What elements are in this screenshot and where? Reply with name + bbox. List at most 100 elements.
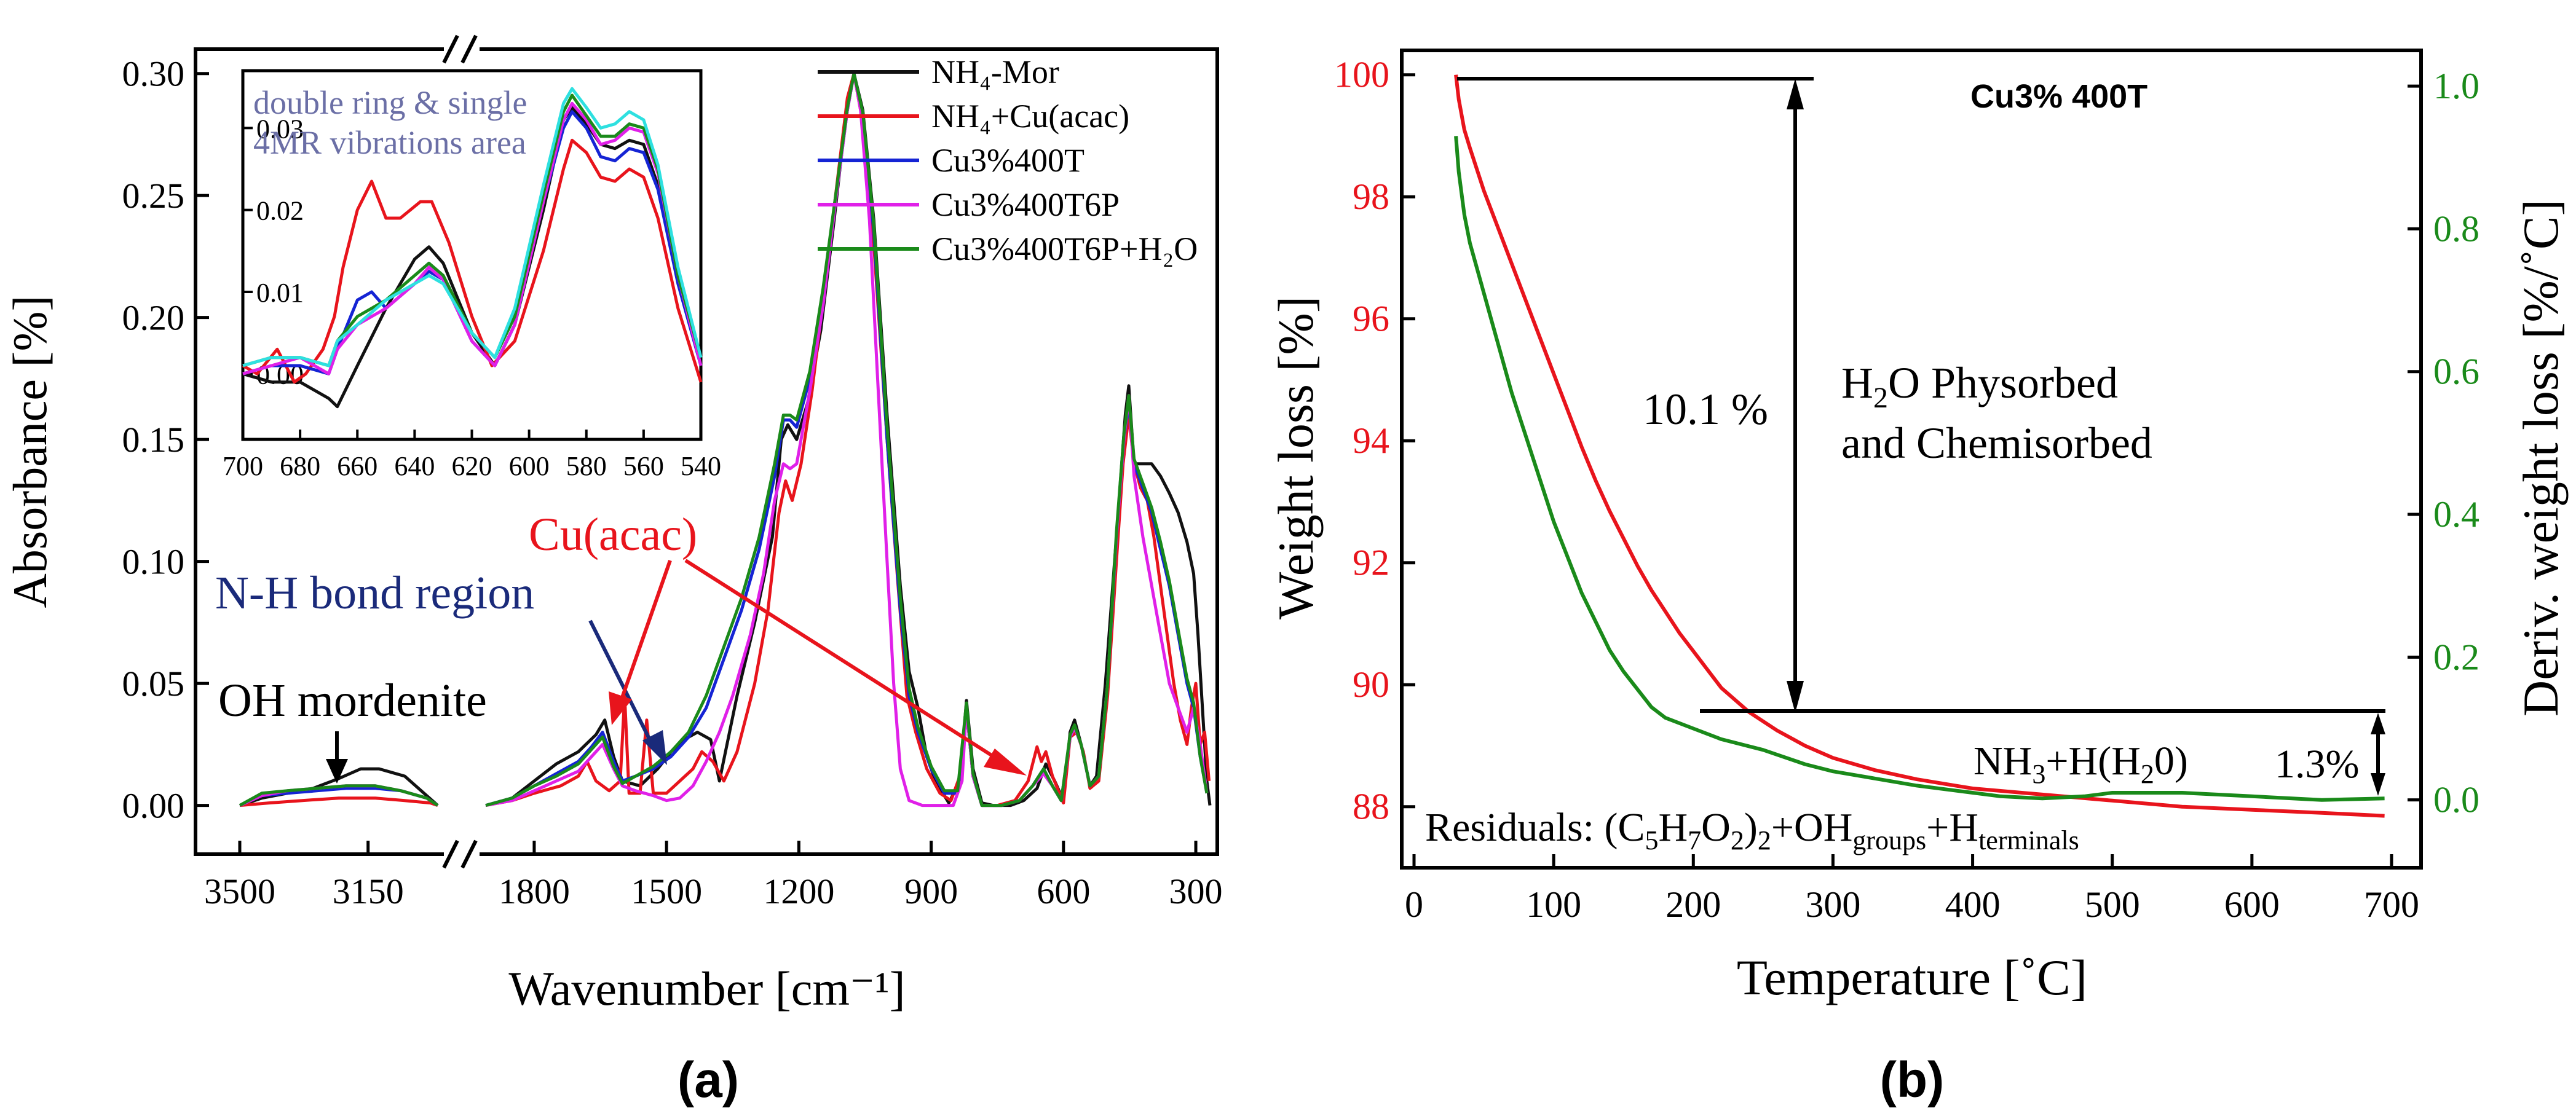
x-tick-label: 1200 bbox=[763, 871, 834, 911]
panel-b-frame bbox=[1400, 49, 2423, 870]
panel-a-legend: NH₄-Mor NH₄+Cu(acac) Cu3%400T Cu3%400T6P Cu3… bbox=[818, 53, 1198, 267]
arrow-head-small-top bbox=[2371, 713, 2385, 734]
h2o-chemisorbed-label: and Chemisorbed bbox=[1841, 418, 2152, 468]
panel-b-y-axis-label: Weight loss [%] bbox=[1268, 296, 1324, 619]
x-tick-label: 1500 bbox=[631, 871, 702, 911]
panel-a-annotations: OH mordenite N-H bond region Cu(acac) bbox=[215, 509, 1027, 784]
inset-x-tick-label: 640 bbox=[394, 451, 435, 481]
x-tick-label: 700 bbox=[2364, 884, 2419, 925]
pct-10-1-label: 10.1 % bbox=[1643, 385, 1768, 434]
cu-acac-label: Cu(acac) bbox=[529, 509, 697, 560]
arrow-head-top bbox=[1787, 79, 1804, 109]
panel-a-frame bbox=[194, 47, 1219, 856]
axis-break-mark bbox=[442, 34, 480, 869]
inset-x-tick-label: 600 bbox=[509, 451, 550, 481]
panel-b-axis-ticks: 88 90 92 94 96 98 100 0.0 0.2 0.4 0.6 0.8 1.0 0 100 200… bbox=[1334, 55, 2479, 925]
pct-1-3-label: 1.3% bbox=[2275, 742, 2359, 787]
x-tick-label: 300 bbox=[1169, 871, 1223, 911]
inset-x-tick-label: 660 bbox=[337, 451, 377, 481]
series-nh-cu-acac-left bbox=[239, 796, 438, 807]
panel-b-x-axis-label: Temperature [˚C] bbox=[1737, 949, 2087, 1005]
left-y-tick-label: 96 bbox=[1353, 299, 1389, 339]
panel-a-x-axis-label: Wavenumber [cm⁻¹] bbox=[508, 962, 905, 1015]
inset-x-tick-label: 580 bbox=[566, 451, 607, 481]
inset-note-line2: 4MR vibrations area bbox=[253, 124, 526, 161]
legend-item-cu3-400t6p: Cu3%400T6P bbox=[931, 186, 1120, 223]
x-tick-label: 600 bbox=[1037, 871, 1090, 911]
inset-x-tick-label: 680 bbox=[280, 451, 320, 481]
inset-x-tick-label: 560 bbox=[623, 451, 664, 481]
x-tick-label: 0 bbox=[1405, 884, 1423, 925]
x-tick-label: 400 bbox=[1945, 884, 2001, 925]
legend-item-nh-cu-acac: NH₄+Cu(acac) bbox=[931, 98, 1129, 135]
panel-b-title: Cu3% 400T bbox=[1970, 78, 2147, 115]
cu-arrow-head-right bbox=[984, 748, 1027, 776]
x-tick-label: 300 bbox=[1805, 884, 1860, 925]
inset-x-tick-label: 540 bbox=[681, 451, 721, 481]
legend-item-cu3-400t: Cu3%400T bbox=[931, 142, 1085, 179]
inset-series-cu3-400t6p bbox=[242, 101, 703, 375]
right-y-tick-label: 0.0 bbox=[2433, 780, 2479, 820]
y-tick-label: 0.10 bbox=[122, 542, 185, 582]
x-tick-label: 500 bbox=[2085, 884, 2140, 925]
oh-arrow-head bbox=[326, 759, 348, 784]
panel-a-axis-ticks: 0.00 0.05 0.10 0.15 0.20 0.25 0.30 3500 3150 1800… bbox=[122, 54, 1223, 911]
nh3-label: NH3+H(H20) bbox=[1973, 739, 2188, 789]
left-y-tick-label: 92 bbox=[1353, 543, 1389, 583]
x-tick-label: 200 bbox=[1665, 884, 1721, 925]
y-tick-label: 0.00 bbox=[122, 786, 185, 826]
nh-bond-region-label: N-H bond region bbox=[215, 567, 534, 619]
x-tick-label: 3150 bbox=[333, 871, 404, 911]
nh-arrow-head bbox=[642, 730, 667, 765]
left-y-tick-label: 100 bbox=[1334, 55, 1389, 95]
arrow-head-bottom bbox=[1787, 681, 1804, 713]
inset-y-tick-label: 0.02 bbox=[256, 196, 304, 226]
right-y-tick-label: 0.2 bbox=[2433, 637, 2479, 677]
y-tick-label: 0.25 bbox=[122, 176, 185, 216]
right-y-tick-label: 0.8 bbox=[2433, 208, 2479, 249]
left-y-tick-label: 88 bbox=[1353, 787, 1389, 827]
right-y-tick-label: 1.0 bbox=[2433, 66, 2479, 106]
left-y-tick-label: 90 bbox=[1353, 664, 1389, 705]
inset-x-tick-label: 700 bbox=[223, 451, 263, 481]
inset-y-tick-label: 0.01 bbox=[256, 278, 304, 308]
panel-a-letter: (a) bbox=[678, 1052, 739, 1108]
series-weight-loss bbox=[1454, 74, 2385, 818]
inset-curves bbox=[242, 87, 703, 409]
series-cu3-400t6p-h-o-left bbox=[239, 784, 439, 807]
cu-arrow-head-left bbox=[609, 691, 632, 725]
panel-b-letter: (b) bbox=[1880, 1052, 1945, 1108]
panel-b-annotations: 10.1 % H2O Physorbed and Chemisorbed NH3… bbox=[1425, 77, 2385, 855]
right-y-tick-label: 0.6 bbox=[2433, 352, 2479, 392]
x-tick-label: 3500 bbox=[204, 871, 275, 911]
panel-b-chart: 88 90 92 94 96 98 100 0.0 0.2 0.4 0.6 0.8 1.0 0 100 200… bbox=[1268, 49, 2569, 1108]
left-y-tick-label: 94 bbox=[1353, 420, 1389, 461]
y-tick-label: 0.30 bbox=[122, 54, 185, 94]
right-y-tick-label: 0.4 bbox=[2433, 494, 2479, 535]
h2o-physorbed-label: H2O Physorbed bbox=[1841, 358, 2118, 414]
y-tick-label: 0.15 bbox=[122, 420, 185, 460]
inset-note-line1: double ring & single bbox=[253, 84, 527, 121]
x-tick-label: 100 bbox=[1526, 884, 1581, 925]
legend-item-cu3-400t6p-h-o: Cu3%400T6P+H₂O bbox=[931, 230, 1198, 267]
panel-b-right-axis-label: Deriv. weight loss [%/˚C] bbox=[2513, 199, 2569, 717]
arrow-head-small-bottom bbox=[2371, 773, 2385, 796]
inset-y-tick-label: 0.03 bbox=[256, 114, 304, 144]
inset-series-nh-cu-acac bbox=[242, 138, 703, 384]
x-tick-label: 1800 bbox=[499, 871, 570, 911]
series-cu3-400t6p-h-o-right bbox=[485, 72, 1209, 807]
left-y-tick-label: 98 bbox=[1353, 176, 1389, 217]
x-tick-label: 600 bbox=[2224, 884, 2280, 925]
y-tick-label: 0.20 bbox=[122, 298, 185, 338]
inset-series-cyan-trace bbox=[242, 87, 703, 367]
panel-a-y-axis-label: Absorbance [%] bbox=[3, 296, 57, 608]
panel-a-chart: 0.00 0.05 0.10 0.15 0.20 0.25 0.30 3500 3150 1800… bbox=[3, 34, 1223, 1108]
oh-mordenite-label: OH mordenite bbox=[218, 675, 487, 726]
panel-b-curves bbox=[1454, 74, 2385, 818]
y-tick-label: 0.05 bbox=[122, 664, 185, 704]
residuals-label: Residuals: (C5H7O2)2+OHgroups+Hterminals bbox=[1425, 805, 2079, 855]
legend-item-nh-mor: NH₄-Mor bbox=[931, 53, 1059, 90]
